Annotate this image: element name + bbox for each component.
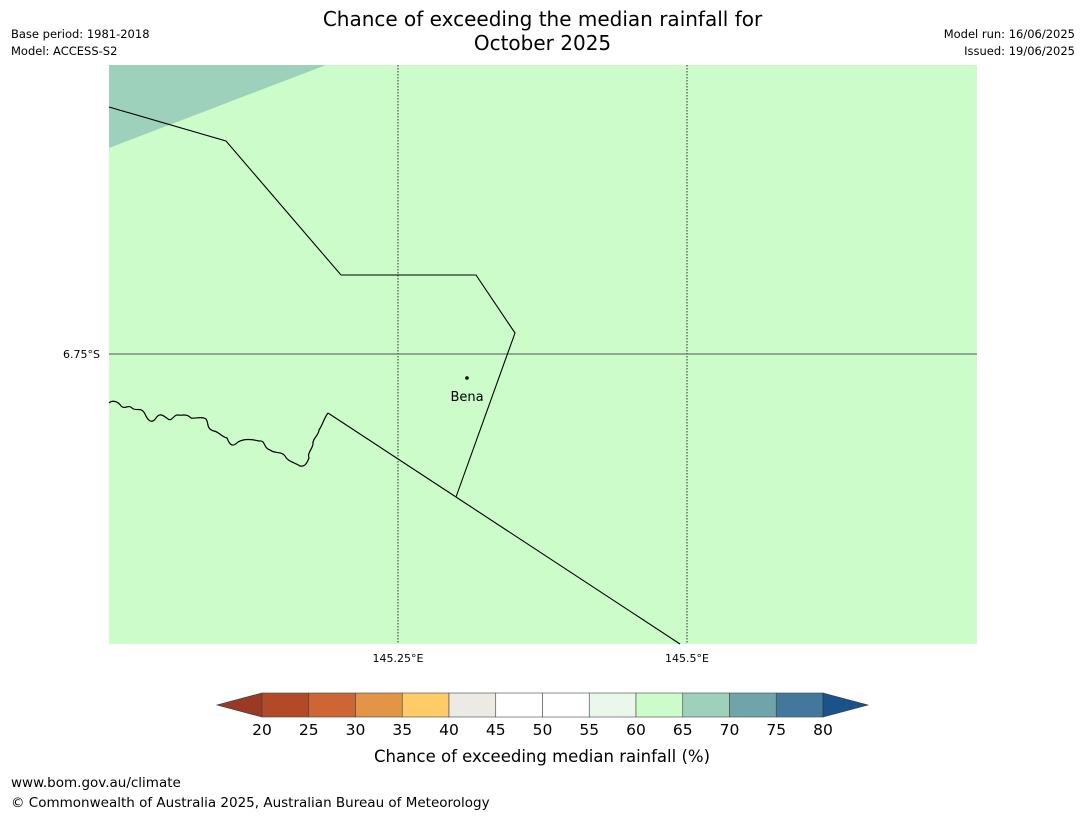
model-text: Model: ACCESS-S2 [11,44,118,58]
title-line-2: October 2025 [473,31,612,55]
province-boundary-south [327,412,681,645]
colorbar-tick-50: 50 [533,721,553,739]
colorbar-tick-55: 55 [579,721,599,739]
colorbar-tick-30: 30 [346,721,366,739]
header-meta-right: Model run: 16/06/2025 Issued: 19/06/2025 [944,26,1075,60]
coastline-boundary [108,400,329,467]
colorbar-tick-60: 60 [626,721,646,739]
bena-town-marker[interactable] [465,376,469,380]
colorbar-swatches: 20 25 30 35 40 45 50 55 60 65 70 75 80 [215,692,870,739]
issued-text: Issued: 19/06/2025 [964,44,1075,58]
colorbar-swatch-40 [448,692,497,718]
colorbar-extend-low [215,692,263,718]
bena-town-label: Bena [450,390,483,405]
base-period-text: Base period: 1981-2018 [11,27,150,41]
title-line-1: Chance of exceeding the median rainfall … [322,7,763,31]
lon-label-145-25: 145.25°E [373,652,424,665]
colorbar-swatch-55 [588,692,637,718]
colorbar-swatch-35 [401,692,450,718]
footer-copyright: © Commonwealth of Australia 2025, Austra… [11,795,490,811]
colorbar-swatch-20 [261,692,310,718]
colorbar-extend-high [822,692,870,718]
colorbar-swatch-65 [682,692,730,718]
lat-label-6-75: 6.75°S [63,348,100,361]
colorbar: 20 25 30 35 40 45 50 55 60 65 70 75 80 Chance of exc… [215,692,870,766]
colorbar-swatch-75 [775,692,824,718]
chart-title: Chance of exceeding the median rainfall … [0,7,1085,55]
colorbar-swatch-50 [542,692,590,718]
colorbar-swatch-25 [308,692,356,718]
model-run-text: Model run: 16/06/2025 [943,27,1075,41]
colorbar-tick-20: 20 [252,721,272,739]
map-background [109,65,977,644]
colorbar-tick-70: 70 [720,721,740,739]
header-meta-left: Base period: 1981-2018 Model: ACCESS-S2 [11,26,150,60]
colorbar-swatch-45 [495,692,543,718]
colorbar-tick-35: 35 [392,721,412,739]
colorbar-swatch-60 [635,692,684,718]
province-boundary-north [108,106,516,498]
colorbar-label: Chance of exceeding median rainfall (%) [374,747,710,766]
colorbar-tick-40: 40 [439,721,459,739]
colorbar-tick-80: 80 [813,721,833,739]
region-upper-left [109,65,326,148]
lon-label-145-5: 145.5°E [665,652,709,665]
colorbar-tick-45: 45 [486,721,506,739]
colorbar-tick-25: 25 [299,721,319,739]
colorbar-swatch-70 [729,692,777,718]
footer-url[interactable]: www.bom.gov.au/climate [11,775,181,791]
colorbar-tick-75: 75 [766,721,786,739]
colorbar-swatch-30 [355,692,403,718]
rainfall-map[interactable]: Bena 6.75°S 145.25°E 145.5°E [0,0,1085,680]
colorbar-tick-65: 65 [673,721,693,739]
